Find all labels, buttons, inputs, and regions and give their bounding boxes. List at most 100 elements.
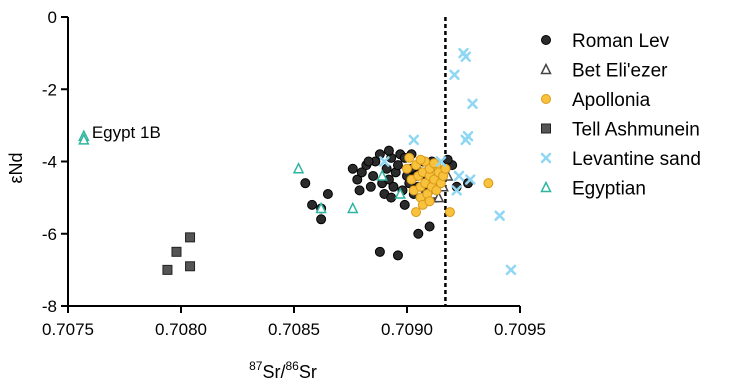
data-point (467, 98, 478, 109)
x-axis-title-base1: Sr/ (262, 362, 285, 382)
data-point-stroke (453, 170, 465, 182)
data-point (440, 163, 451, 174)
series-egyptian (78, 129, 406, 214)
data-point (411, 207, 422, 218)
series-tell-ashmunein (162, 232, 196, 275)
y-tick-label: -2 (42, 80, 57, 99)
data-point-stroke (460, 51, 472, 62)
data-point (431, 185, 442, 196)
x-axis-title-sup2: 86 (286, 359, 300, 373)
data-point (78, 133, 90, 145)
data-point-stroke (467, 98, 478, 109)
data-point (435, 156, 447, 167)
y-tick-label: -6 (42, 225, 57, 244)
data-point (356, 167, 367, 178)
data-point-stroke (465, 174, 476, 185)
data-point-stroke (449, 69, 460, 81)
data-point (399, 199, 410, 210)
data-point (402, 163, 412, 174)
legend-item: Tell Ashmunein (541, 120, 700, 141)
legend: Roman Lev Bet Eli'ezer Apollonia Tell Ashmu… (540, 31, 701, 200)
data-point (449, 69, 460, 81)
data-point (424, 221, 435, 232)
data-point-stroke (408, 134, 420, 146)
x-tick-label: 0.7085 (268, 320, 320, 339)
data-point-stroke (460, 134, 472, 146)
legend-item: Apollonia (541, 90, 651, 111)
x-axis-title-sup1: 87 (249, 359, 263, 373)
data-point (413, 228, 424, 239)
legend-item: Egyptian (540, 179, 646, 200)
data-point (300, 178, 311, 189)
data-point (347, 163, 358, 174)
data-point (451, 185, 462, 196)
legend-label: Tell Ashmunein (572, 120, 700, 141)
legend-label: Apollonia (572, 90, 651, 111)
data-point (494, 210, 505, 221)
data-point (376, 169, 388, 181)
data-point (374, 246, 385, 257)
legend-label: Egyptian (572, 179, 646, 200)
data-point (381, 163, 392, 174)
data-point (363, 156, 374, 167)
data-point (386, 192, 397, 203)
data-point (483, 178, 494, 189)
data-point (404, 152, 415, 163)
data-point (392, 250, 403, 261)
legend-marker (540, 62, 552, 75)
y-tick-label: -4 (42, 153, 57, 172)
y-axis-title: εNd (6, 152, 26, 183)
data-point (368, 170, 379, 181)
y-tick-label: 0 (48, 8, 57, 27)
x-tick-label: 0.7075 (42, 320, 94, 339)
data-point-stroke (435, 156, 447, 167)
data-point-stroke (451, 185, 462, 196)
data-point-stroke (505, 264, 517, 276)
data-point (432, 190, 445, 203)
legend-item: Bet Eli'ezer (540, 61, 668, 82)
series-levantine-sand (379, 47, 517, 276)
legend-marker (541, 94, 551, 104)
data-point (307, 199, 318, 210)
series-apollonia (402, 152, 494, 218)
data-point (388, 181, 399, 192)
data-point (505, 264, 517, 276)
legend-item: Levantine sand (540, 149, 701, 170)
data-point (185, 261, 196, 272)
data-point (453, 170, 465, 182)
data-point (162, 264, 173, 275)
data-point (460, 51, 472, 62)
annotation-label: Egypt 1B (92, 123, 161, 142)
x-axis-title: 87Sr/86Sr (249, 359, 317, 382)
data-point-stroke (379, 156, 390, 167)
legend-marker-stroke (540, 152, 552, 164)
legend-marker (540, 180, 552, 193)
legend-marker (541, 123, 551, 134)
x-tick-label: 0.7095 (494, 320, 546, 339)
data-point (424, 196, 435, 207)
legend-label: Levantine sand (572, 149, 701, 170)
data-point-stroke (494, 210, 505, 221)
y-tick-label: -8 (42, 297, 57, 316)
data-point (347, 201, 359, 214)
data-point (185, 232, 196, 243)
data-point (392, 160, 403, 171)
data-point (352, 174, 363, 185)
data-point (354, 185, 365, 196)
data-point (394, 187, 406, 199)
data-point (322, 189, 333, 200)
data-point (316, 214, 327, 225)
x-tick-label: 0.7090 (381, 320, 433, 339)
x-tick-label: 0.7080 (155, 320, 207, 339)
data-point (408, 134, 420, 146)
data-point (292, 162, 305, 174)
data-point (171, 246, 182, 257)
legend-marker (540, 152, 552, 164)
data-point (365, 181, 376, 192)
legend-label: Bet Eli'ezer (572, 61, 668, 82)
legend-label: Roman Lev (572, 31, 670, 52)
legend-item: Roman Lev (541, 31, 670, 52)
ticks: 0.7075 0.7080 0.7085 0.7090 0.7095 0 -2 -4 -6 -8 (42, 8, 546, 339)
data-point (374, 149, 385, 160)
